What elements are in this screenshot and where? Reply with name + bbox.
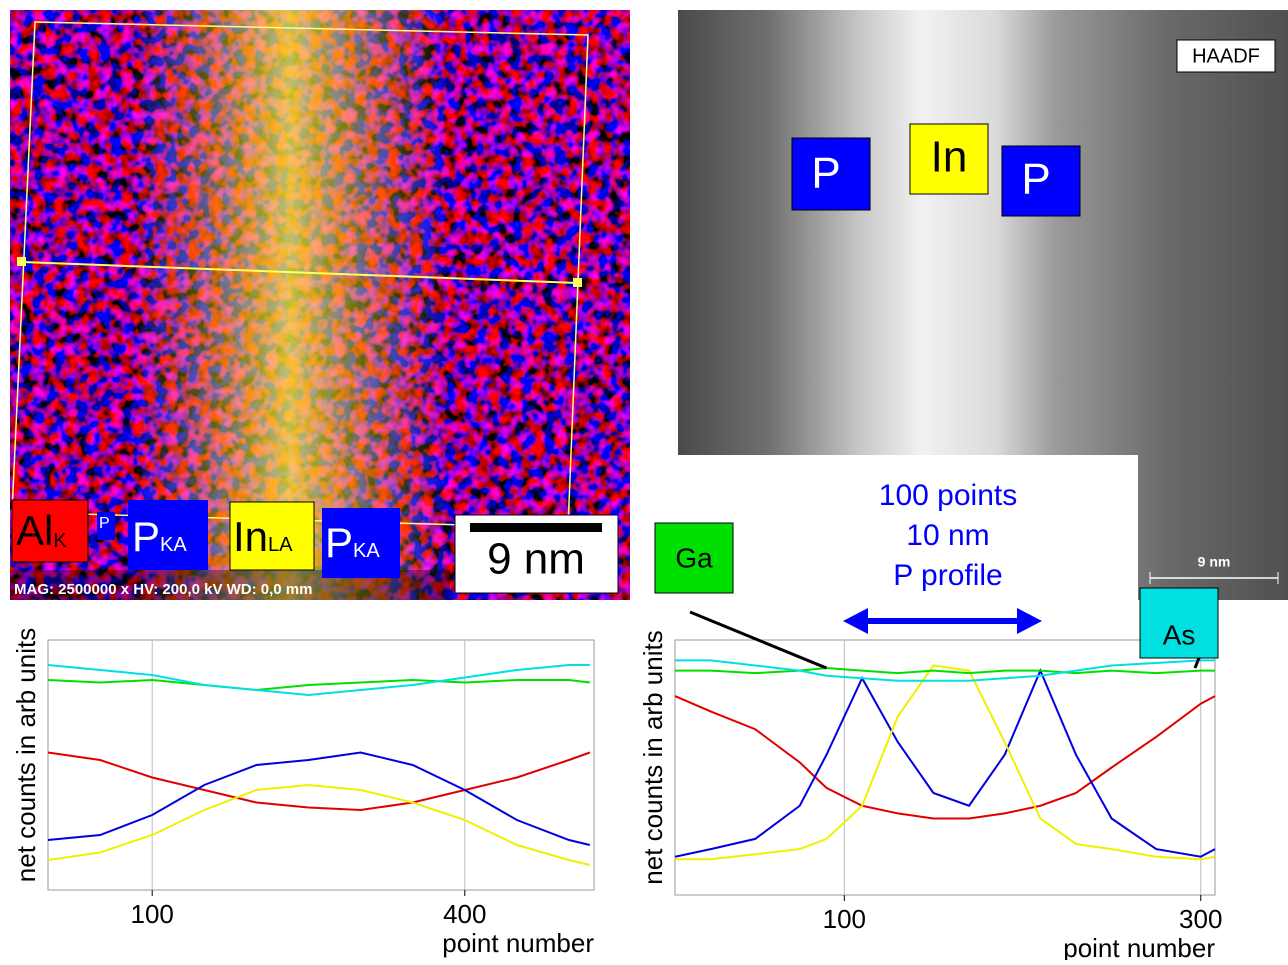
series-line [675, 659, 1215, 682]
scale-label: 9 nm [1198, 554, 1231, 570]
x-axis-label: point number [442, 928, 594, 958]
annotation: 10 nm [906, 519, 989, 552]
label-box [229, 501, 315, 571]
y-axis-label: net counts in arb units [638, 630, 668, 884]
plot-area [674, 639, 1216, 896]
arrow-head [1017, 608, 1042, 634]
label-box [322, 508, 400, 578]
series-line [47, 751, 591, 812]
profile-line [21, 261, 579, 284]
plot-area [47, 639, 595, 891]
legend-box [1139, 587, 1219, 659]
haadf-title-box [1176, 39, 1276, 73]
series-line [674, 695, 1216, 820]
x-tick-label: 100 [131, 899, 174, 929]
leader [689, 610, 828, 670]
series-line [47, 678, 590, 692]
element-label: InLA [233, 513, 293, 560]
annotation: P profile [893, 559, 1003, 592]
element-label: AlK [16, 507, 67, 554]
element-label: In [931, 133, 968, 182]
annotation: 100 points [879, 479, 1017, 512]
scale-label: 9 nm [487, 535, 585, 584]
element-label: P [99, 515, 110, 532]
handle [573, 278, 582, 287]
scale-bar [470, 523, 602, 532]
series-line [674, 668, 1216, 858]
handle [17, 257, 26, 266]
series-line [47, 783, 591, 866]
series-line [47, 664, 590, 697]
label-box [909, 123, 989, 195]
element-label: P [811, 149, 840, 198]
label-box [1001, 145, 1081, 217]
legend-label: Ga [675, 542, 713, 573]
legend-label: As [1163, 619, 1196, 650]
x-axis-label: point number [1063, 933, 1215, 960]
series-line [675, 664, 1216, 861]
x-tick-label: 100 [823, 904, 866, 934]
element-label: P [1021, 155, 1050, 204]
label-box [11, 499, 89, 563]
series-line [675, 667, 1215, 675]
legend-box [654, 522, 734, 594]
map-info: MAG: 2500000 x HV: 200,0 kV WD: 0,0 mm [14, 581, 312, 598]
x-tick-label: 300 [1179, 904, 1222, 934]
x-tick-label: 400 [443, 899, 486, 929]
arrow-head [843, 608, 868, 634]
label-box [97, 512, 115, 540]
y-axis-label: net counts in arb units [11, 628, 41, 882]
series-line [47, 751, 591, 846]
label-box [128, 500, 208, 570]
element-label: PKA [132, 513, 187, 560]
label-box [791, 137, 871, 211]
element-label: PKA [325, 519, 380, 566]
haadf-title: HAADF [1192, 45, 1260, 67]
